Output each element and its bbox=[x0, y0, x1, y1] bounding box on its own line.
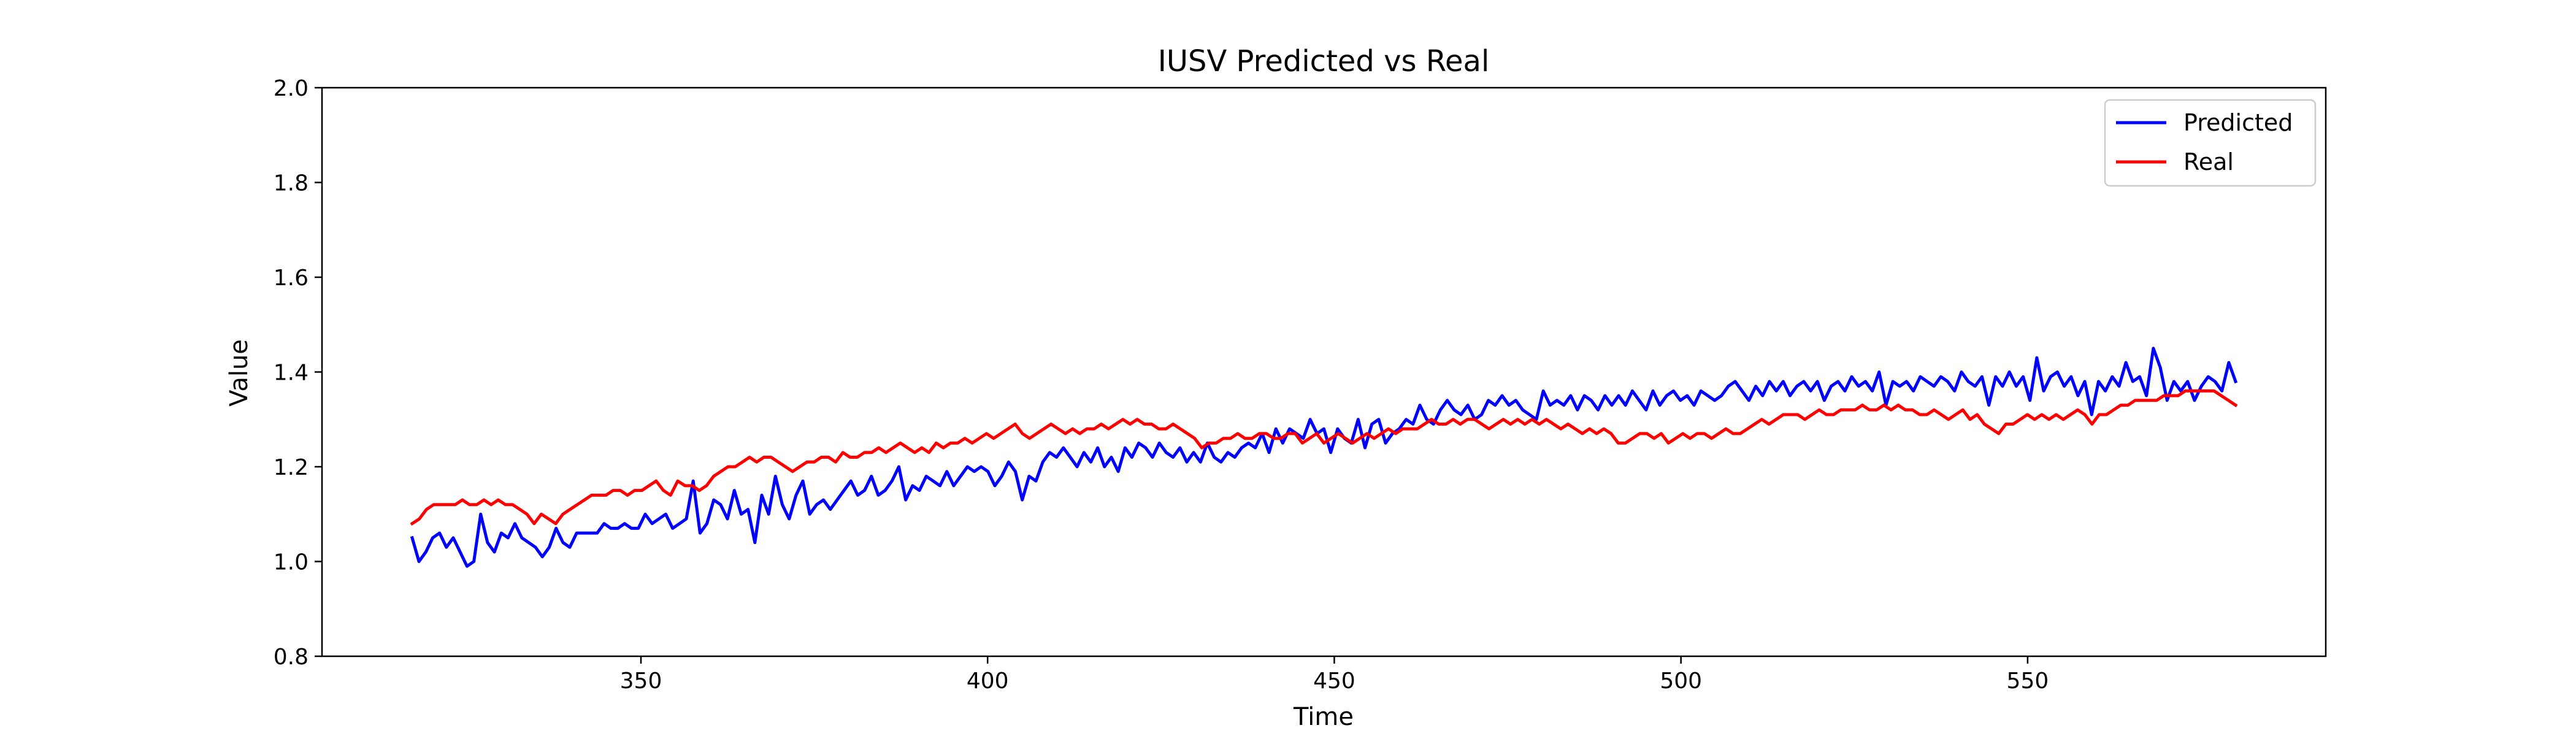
y-tick-label: 1.0 bbox=[274, 550, 309, 575]
x-tick-label: 400 bbox=[967, 669, 1009, 694]
y-tick-label: 1.4 bbox=[274, 361, 309, 386]
x-tick-label: 350 bbox=[620, 669, 662, 694]
series-line-predicted bbox=[410, 347, 2238, 568]
legend: Predicted Real bbox=[2104, 99, 2317, 187]
plot-area: 350 400 450 500 550 0.8 1.0 1.2 1.4 1.6 1.8 2.0 bbox=[274, 76, 2327, 694]
x-tick-label: 550 bbox=[2007, 669, 2049, 694]
chart-title: IUSV Predicted vs Real bbox=[1158, 44, 1490, 79]
y-tick-label: 2.0 bbox=[274, 76, 309, 101]
y-axis-label: Value bbox=[225, 339, 253, 407]
legend-label-real: Real bbox=[2183, 148, 2234, 175]
series-line-real bbox=[410, 389, 2238, 526]
y-tick-label: 1.6 bbox=[274, 266, 309, 291]
x-tick-label: 450 bbox=[1313, 669, 1355, 694]
x-tick-label: 500 bbox=[1660, 669, 1702, 694]
legend-label-predicted: Predicted bbox=[2183, 109, 2293, 136]
x-axis-label: Time bbox=[1293, 703, 1354, 731]
y-tick-label: 1.8 bbox=[274, 171, 309, 196]
y-tick-label: 1.2 bbox=[274, 455, 309, 480]
y-tick-label: 0.8 bbox=[274, 645, 309, 670]
